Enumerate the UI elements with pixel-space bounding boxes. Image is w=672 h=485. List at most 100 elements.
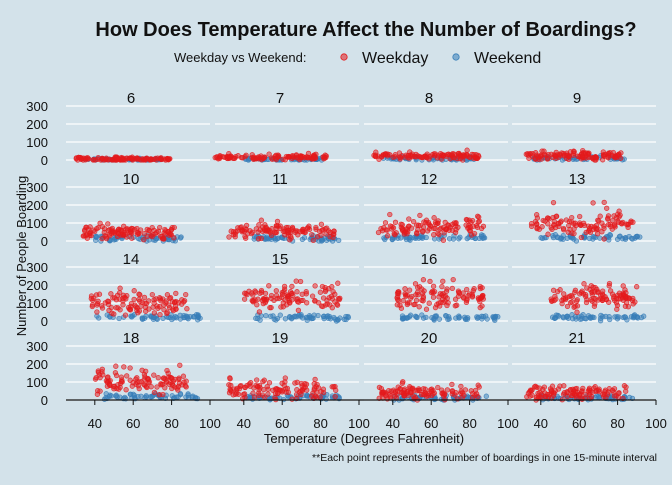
weekday-point — [435, 230, 441, 237]
weekend-point — [320, 313, 327, 320]
weekend-point — [623, 234, 629, 241]
weekday-point — [271, 297, 277, 304]
weekday-point — [449, 152, 455, 158]
weekday-point — [256, 222, 262, 228]
weekday-point — [115, 230, 121, 237]
weekday-point — [111, 311, 117, 317]
y-tick-label: 0 — [41, 393, 48, 408]
weekday-point — [212, 154, 218, 161]
weekday-point — [235, 391, 242, 397]
weekday-point — [161, 236, 167, 242]
weekday-point — [399, 153, 405, 159]
weekday-point — [601, 236, 607, 242]
weekday-point — [146, 227, 152, 233]
weekday-point — [226, 234, 232, 240]
weekday-point — [553, 213, 560, 219]
facet-panel-13: 13 — [512, 171, 656, 244]
weekday-point — [413, 222, 420, 228]
weekday-point — [154, 303, 160, 309]
weekday-point — [97, 220, 103, 226]
weekday-point — [455, 288, 462, 294]
facet-label: 9 — [573, 90, 581, 107]
weekend-point — [431, 236, 438, 242]
weekday-point — [280, 304, 286, 310]
weekend-point — [300, 315, 306, 321]
weekday-point — [469, 395, 476, 401]
x-tick-label: 60 — [126, 416, 140, 431]
weekday-point — [441, 230, 447, 236]
weekday-point — [400, 379, 406, 385]
weekday-point — [122, 312, 129, 318]
weekend-point — [603, 313, 609, 320]
weekend-point — [629, 236, 636, 242]
weekday-point — [553, 155, 559, 161]
weekday-point — [438, 225, 444, 231]
weekday-point — [179, 382, 185, 388]
weekend-point — [264, 234, 270, 240]
weekday-point — [548, 225, 554, 231]
weekday-point — [561, 383, 567, 389]
weekday-point — [393, 230, 399, 236]
weekday-point — [311, 153, 317, 160]
legend-label-weekend: Weekend — [474, 50, 541, 67]
weekday-point — [609, 291, 616, 297]
facet-label: 16 — [421, 251, 438, 268]
weekday-point — [431, 225, 437, 232]
weekday-point — [83, 224, 89, 231]
weekday-point — [226, 154, 232, 161]
x-tick-label: 40 — [237, 416, 251, 431]
weekday-point — [173, 306, 179, 312]
weekday-point — [590, 284, 596, 290]
weekday-point — [255, 296, 261, 302]
weekday-point — [390, 154, 396, 160]
weekend-point — [292, 313, 298, 319]
facet-panel-10: 10 — [66, 171, 210, 244]
weekday-point — [123, 387, 129, 393]
weekday-point — [284, 293, 291, 299]
weekday-point — [94, 302, 100, 308]
facet-panel-15: 15 — [215, 251, 359, 324]
weekend-point — [135, 393, 141, 400]
weekend-point — [419, 312, 425, 318]
weekday-point — [304, 300, 310, 306]
weekend-point — [277, 312, 283, 318]
weekday-point — [616, 390, 622, 396]
weekday-point — [429, 392, 435, 399]
weekend-point — [287, 313, 293, 320]
weekday-point — [136, 296, 142, 303]
weekday-point — [421, 219, 427, 225]
weekday-point — [412, 301, 418, 308]
weekday-point — [156, 392, 163, 398]
weekend-point — [446, 236, 453, 242]
weekday-point — [164, 292, 171, 298]
weekend-point — [160, 315, 166, 322]
weekday-point — [602, 389, 608, 395]
weekday-point — [289, 290, 295, 297]
weekday-point — [442, 219, 448, 226]
weekday-point — [470, 155, 477, 161]
weekday-point — [321, 156, 327, 162]
weekday-point — [593, 155, 599, 161]
weekday-point — [466, 291, 473, 297]
weekday-point — [327, 229, 333, 236]
weekday-point — [105, 221, 111, 227]
weekday-point — [573, 298, 580, 304]
weekday-point — [412, 281, 419, 287]
weekday-point — [150, 231, 156, 238]
weekday-point — [295, 307, 302, 313]
weekday-point — [326, 295, 332, 301]
weekend-point — [153, 236, 159, 242]
weekday-point — [311, 381, 317, 387]
weekday-point — [622, 287, 628, 293]
weekday-point — [577, 391, 584, 397]
weekday-point — [273, 292, 280, 299]
weekend-point — [590, 233, 596, 240]
weekday-point — [545, 221, 551, 227]
weekend-point — [606, 234, 612, 240]
weekend-point — [465, 315, 471, 321]
weekday-point — [420, 277, 427, 283]
weekday-point — [596, 388, 603, 395]
facet-label: 20 — [421, 330, 438, 347]
